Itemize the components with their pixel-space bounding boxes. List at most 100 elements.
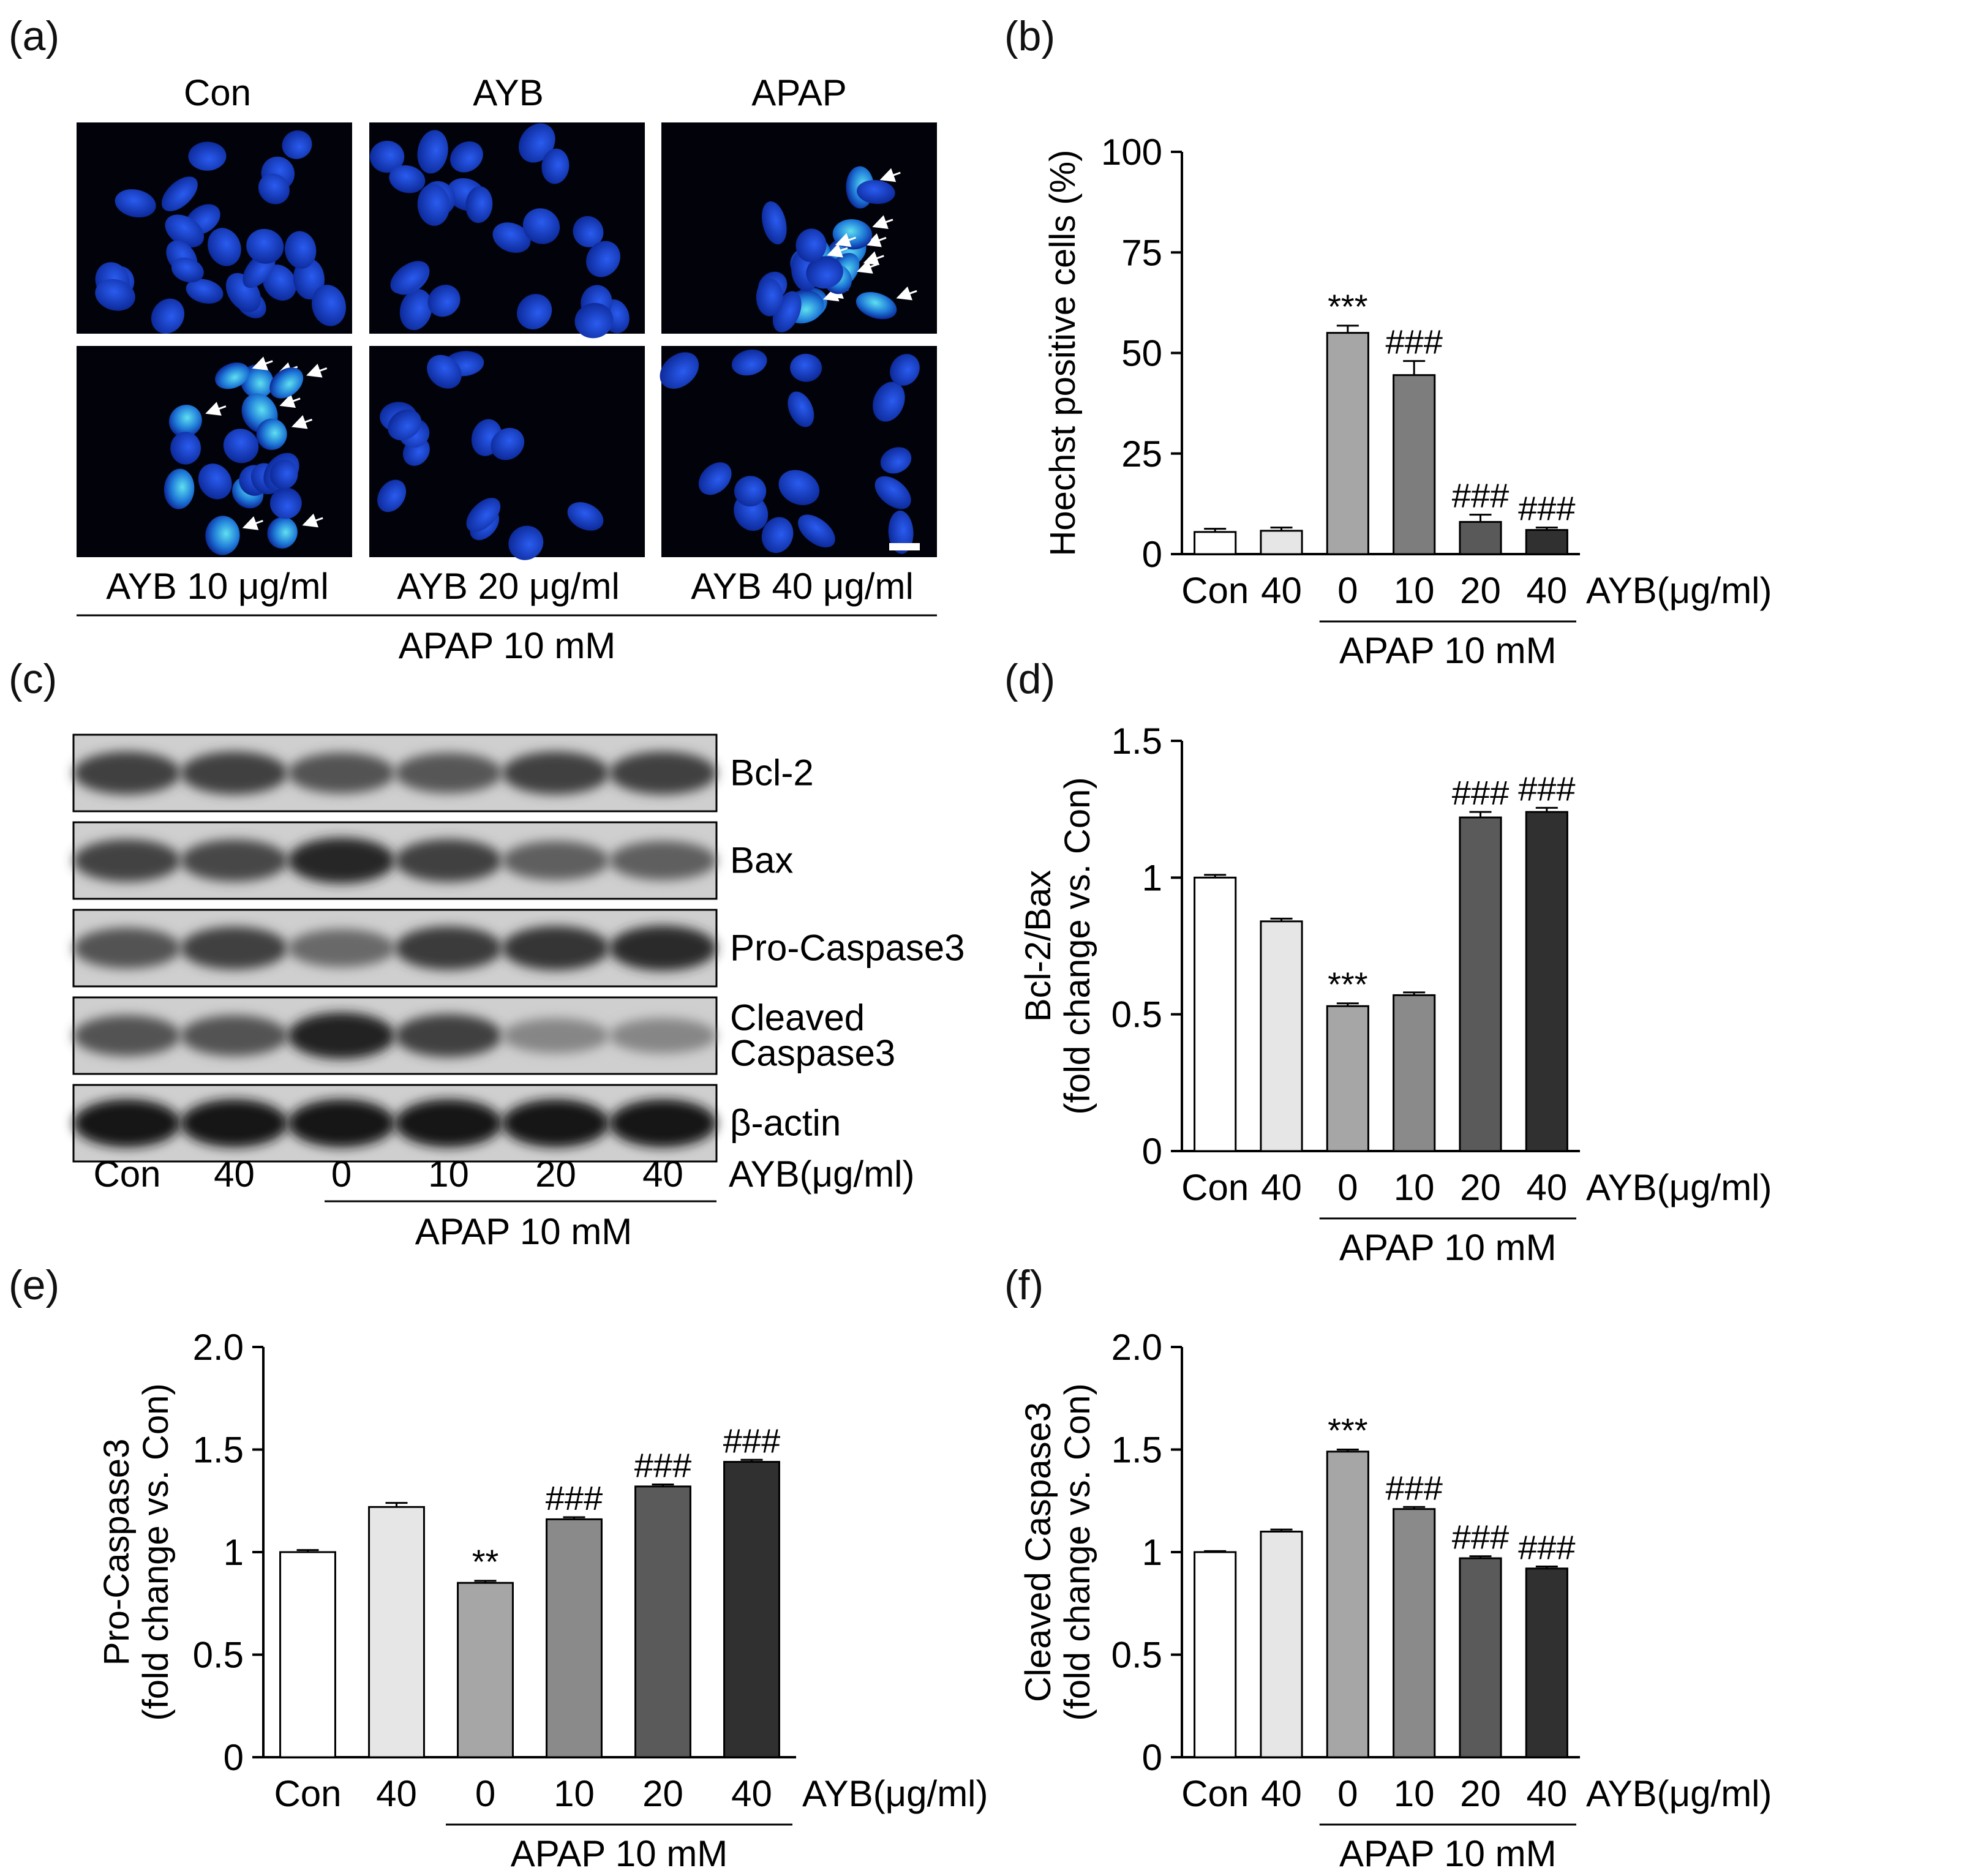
x-tick-label: 40 — [1261, 1773, 1302, 1814]
bar — [457, 1581, 514, 1758]
bar — [1326, 332, 1369, 555]
arrow-icon — [827, 243, 848, 258]
significance-label: ### — [1385, 1468, 1442, 1507]
blot-band — [502, 751, 609, 795]
nucleus — [417, 130, 448, 174]
blot-band — [395, 752, 502, 794]
apoptotic-nucleus — [269, 367, 304, 399]
image-label-ayb40: AYB 40 μg/ml — [691, 566, 914, 607]
y-axis-label: (fold change vs. Con) — [136, 1383, 176, 1720]
arrow-icon — [896, 286, 917, 301]
nucleus — [161, 176, 198, 212]
x-tick-label: 0 — [1337, 1167, 1358, 1208]
apoptotic-nucleus — [215, 362, 250, 389]
nucleus — [574, 302, 614, 339]
lane-label: 10 — [428, 1154, 469, 1195]
bar — [1525, 1567, 1568, 1758]
protein-label: Bcl-2 — [730, 752, 814, 794]
nucleus — [390, 261, 429, 294]
arrow-icon — [291, 415, 313, 429]
bar — [1459, 1557, 1502, 1758]
dose-label: AYB(μg/ml) — [1586, 1167, 1772, 1208]
y-tick-label: 0 — [224, 1737, 244, 1778]
nucleus — [756, 278, 783, 317]
significance-label: ### — [1518, 769, 1575, 808]
blot-row: Bcl-2 — [72, 734, 814, 812]
image-label-con: Con — [184, 72, 251, 113]
blot-band — [288, 1012, 395, 1059]
y-tick-label: 25 — [1121, 433, 1162, 475]
nucleus — [151, 298, 185, 334]
group-label-c: APAP 10 mM — [415, 1211, 633, 1249]
y-tick-label: 0 — [1142, 1131, 1162, 1172]
blot-band — [502, 1018, 609, 1054]
image-label-ayb: AYB — [473, 72, 544, 113]
chart-f: 0 0.5 1 1.5 2.0 Con 40 *** 0 ### 10 ### 20 ### 40 AYB(μ… — [1018, 1327, 1772, 1874]
blot-band — [73, 751, 181, 795]
protein-label: β-actin — [730, 1103, 841, 1144]
y-axis-label: Pro-Caspase3 — [97, 1439, 137, 1666]
significance-label: ** — [472, 1542, 499, 1581]
significance-label: ### — [1452, 773, 1509, 812]
bar — [1393, 994, 1436, 1152]
x-tick-label: 10 — [1394, 1167, 1435, 1208]
y-tick-label: 1 — [1142, 857, 1162, 898]
y-tick-label: 0.5 — [1111, 994, 1162, 1035]
nucleus — [188, 141, 227, 171]
nucleus — [660, 352, 699, 389]
nucleus — [522, 208, 560, 244]
apoptotic-nucleus — [164, 468, 195, 509]
y-axis-label: (fold change vs. Con) — [1058, 777, 1097, 1114]
nucleus — [115, 189, 156, 218]
bar — [1459, 520, 1502, 555]
nucleus — [285, 231, 317, 269]
x-tick-label: 20 — [1460, 1773, 1501, 1814]
y-tick-label: 75 — [1121, 232, 1162, 273]
nucleus — [795, 228, 827, 262]
panel-label-b: (b) — [1004, 13, 1056, 59]
bar — [723, 1461, 780, 1758]
y-tick-label: 1.5 — [1111, 1430, 1162, 1471]
blot-band — [502, 1099, 609, 1147]
arrow-icon — [205, 402, 227, 416]
blot-row: Bax — [72, 821, 793, 900]
significance-label: ### — [1452, 476, 1509, 515]
blot-band — [73, 1099, 181, 1147]
blot-band — [395, 1014, 502, 1057]
nucleus — [888, 511, 914, 554]
x-tick-label: 10 — [1394, 1773, 1435, 1814]
scale-bar — [889, 543, 920, 550]
x-tick-label: 40 — [1261, 570, 1302, 611]
apoptotic-nucleus — [256, 418, 287, 450]
nucleus — [208, 228, 241, 266]
x-tick-label: Con — [274, 1773, 341, 1814]
y-tick-label: 1.5 — [193, 1430, 244, 1471]
protein-label: Bax — [730, 840, 793, 881]
x-tick-label: Con — [1181, 1167, 1249, 1208]
nucleus — [762, 201, 787, 245]
protein-label: Caspase3 — [730, 1033, 895, 1074]
apoptotic-nucleus — [856, 292, 897, 320]
y-tick-label: 100 — [1101, 132, 1162, 173]
blot-band — [73, 928, 181, 969]
nucleus — [541, 148, 570, 184]
arrow-icon — [835, 233, 857, 247]
blot-band — [609, 751, 716, 795]
panel-label-c: (c) — [9, 656, 58, 702]
arrow-icon — [857, 260, 878, 274]
arrow-icon — [242, 516, 263, 530]
blot-band — [181, 751, 288, 795]
arrow-icon — [252, 356, 273, 370]
chart-d: 0 0.5 1 1.5 Con 40 *** 0 10 ### 20 ### 40 AYB(μg/ml) A… — [1018, 721, 1772, 1261]
bar — [1459, 816, 1502, 1152]
x-tick-label: 40 — [1261, 1167, 1302, 1208]
bar — [1525, 811, 1568, 1152]
nucleus — [466, 498, 501, 532]
micrograph-apap-ayb10 — [77, 346, 352, 557]
blot-band — [288, 838, 395, 884]
blot-band — [502, 926, 609, 970]
y-tick-label: 0 — [1142, 1737, 1162, 1778]
nucleus — [890, 354, 920, 386]
group-label-apap: APAP 10 mM — [399, 625, 616, 666]
